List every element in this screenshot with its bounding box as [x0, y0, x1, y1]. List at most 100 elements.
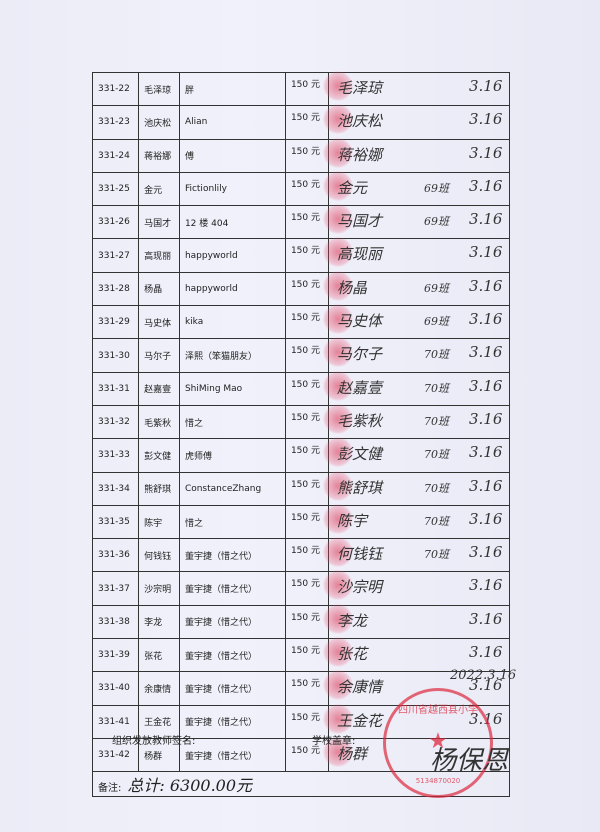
table-row: 331-24 蒋裕娜 傅 150 元 蒋裕娜 3.16 — [91, 137, 510, 173]
donor-name: ConstanceZhang — [178, 471, 286, 506]
student-name: 李龙 — [138, 604, 180, 640]
donor-name: kika — [178, 305, 286, 340]
handwritten-date: 3.16 — [469, 176, 503, 195]
donor-name: 董宇捷（惜之代） — [178, 604, 286, 640]
handwritten-date: 3.16 — [469, 143, 503, 162]
table-row: 331-36 何钱钰 董宇捷（惜之代） 150 元 何钱钰 70班 3.16 — [91, 537, 510, 573]
signature-cell: 赵嘉壹 70班 3.16 — [323, 370, 510, 406]
table-row: 331-30 马尔子 泽熙（笨猫朋友） 150 元 马尔子 70班 3.16 — [91, 337, 510, 373]
signature-cell: 张花 3.16 — [323, 637, 510, 673]
fingerprint — [323, 71, 353, 101]
handwritten-date: 3.16 — [469, 676, 503, 695]
donor-name: 虎师傅 — [178, 438, 286, 473]
fingerprint — [323, 137, 353, 168]
table-row: 331-37 沙宗明 董宇捷（惜之代） 150 元 沙宗明 3.16 — [91, 570, 510, 606]
handwritten-date: 3.16 — [469, 576, 503, 595]
handwritten-class: 70班 — [424, 548, 449, 562]
handwritten-class: 70班 — [424, 514, 449, 528]
record-id: 331-33 — [91, 438, 140, 473]
table-row: 331-31 赵嘉壹 ShiMing Mao 150 元 赵嘉壹 70班 3.1… — [91, 370, 510, 406]
handwritten-name: 彭文健 — [337, 445, 383, 464]
handwritten-name: 池庆松 — [337, 112, 383, 131]
record-id: 331-37 — [91, 571, 140, 606]
record-id: 331-34 — [91, 471, 140, 506]
amount: 150 元 — [284, 105, 330, 140]
student-name: 沙宗明 — [138, 571, 180, 606]
table-row: 331-34 熊舒琪 ConstanceZhang 150 元 熊舒琪 70班 … — [91, 470, 510, 506]
student-name: 余康情 — [138, 671, 180, 706]
handwritten-name: 马国才 — [337, 212, 383, 231]
student-name: 赵嘉壹 — [138, 371, 180, 406]
signature-cell: 马尔子 70班 3.16 — [323, 337, 510, 373]
record-id: 331-35 — [91, 504, 140, 540]
remark-label: 备注: — [98, 783, 122, 795]
student-name: 毛紫秋 — [138, 404, 180, 440]
record-id: 331-36 — [91, 538, 140, 573]
student-name: 何钱钰 — [138, 538, 180, 573]
table-row: 331-35 陈宇 惜之 150 元 陈宇 70班 3.16 — [91, 503, 510, 540]
handwritten-name: 李龙 — [337, 611, 368, 630]
handwritten-date: 3.16 — [469, 77, 503, 95]
amount: 150 元 — [284, 205, 330, 240]
fingerprint — [323, 337, 353, 368]
handwritten-date: 3.16 — [469, 276, 503, 295]
handwritten-name: 马史体 — [337, 312, 383, 331]
donor-name: Fictionlily — [178, 171, 286, 207]
student-name: 马尔子 — [138, 338, 180, 373]
donor-name: 傅 — [178, 138, 286, 173]
donor-name: 董宇捷（惜之代） — [178, 671, 286, 706]
distribution-table: 331-22 毛泽琼 胖 150 元 毛泽琼 3.16 331-23 池庆松 A… — [91, 71, 510, 798]
school-stamp-label: 学校盖章: — [312, 736, 356, 747]
school-stamp: 四川省越西县小学 ★ 5134870020 — [383, 688, 493, 798]
student-name: 杨晶 — [138, 271, 180, 307]
handwritten-name: 张花 — [337, 645, 368, 664]
donor-name: 董宇捷（惜之代） — [178, 638, 286, 673]
stamp-code: 5134870020 — [415, 777, 461, 785]
signature-cell: 毛泽琼 3.16 — [323, 71, 510, 107]
handwritten-name: 何钱钰 — [337, 545, 383, 564]
signature-cell: 彭文健 70班 3.16 — [323, 437, 510, 473]
student-name: 陈宇 — [138, 504, 180, 540]
handwritten-date: 3.16 — [469, 543, 503, 562]
amount: 150 元 — [284, 471, 330, 506]
table-row: 331-39 张花 董宇捷（惜之代） 150 元 张花 3.16 — [91, 637, 510, 673]
signature-cell: 马国才 69班 3.16 — [323, 204, 510, 240]
fingerprint — [323, 470, 353, 501]
handwritten-name: 杨晶 — [337, 278, 368, 297]
handwritten-class: 70班 — [424, 381, 449, 395]
handwritten-date: 3.16 — [469, 509, 503, 528]
final-date-handwritten: 2022.3.16 — [450, 668, 517, 683]
handwritten-name: 沙宗明 — [337, 578, 383, 597]
record-id: 331-39 — [91, 638, 140, 673]
table-row: 331-32 毛紫秋 惜之 150 元 毛紫秋 70班 3.16 — [91, 403, 510, 440]
signature-cell: 毛紫秋 70班 3.16 — [323, 403, 510, 440]
donor-name: 董宇捷（惜之代） — [178, 538, 286, 573]
signature-cell: 李龙 3.16 — [323, 603, 510, 640]
fingerprint — [323, 204, 353, 235]
student-name: 熊舒琪 — [138, 471, 180, 506]
table-row: 331-25 金元 Fictionlily 150 元 金元 69班 3.16 — [91, 170, 510, 207]
record-id: 331-26 — [91, 205, 140, 240]
fingerprint — [323, 170, 353, 201]
handwritten-date: 3.16 — [469, 409, 503, 428]
signature-cell: 熊舒琪 70班 3.16 — [323, 470, 510, 506]
record-id: 331-38 — [91, 604, 140, 640]
student-name: 金元 — [138, 171, 180, 207]
handwritten-date: 3.16 — [469, 643, 503, 662]
handwritten-class: 70班 — [424, 414, 449, 428]
amount: 150 元 — [284, 737, 330, 773]
fingerprint — [323, 570, 353, 601]
amount: 150 元 — [284, 404, 330, 440]
handwritten-class: 69班 — [424, 315, 449, 329]
handwritten-name: 陈宇 — [337, 511, 368, 530]
student-name: 蒋裕娜 — [138, 138, 180, 173]
student-name: 毛泽琼 — [138, 71, 180, 107]
handwritten-name: 熊舒琪 — [337, 478, 383, 497]
record-id: 331-29 — [91, 305, 140, 340]
record-id: 331-25 — [91, 171, 140, 207]
remark-total: 总计: 6300.00元 — [127, 776, 253, 796]
handwritten-name: 赵嘉壹 — [337, 378, 383, 397]
amount: 150 元 — [284, 671, 330, 706]
signature-cell: 马史体 69班 3.16 — [323, 304, 510, 340]
fingerprint — [323, 304, 353, 335]
